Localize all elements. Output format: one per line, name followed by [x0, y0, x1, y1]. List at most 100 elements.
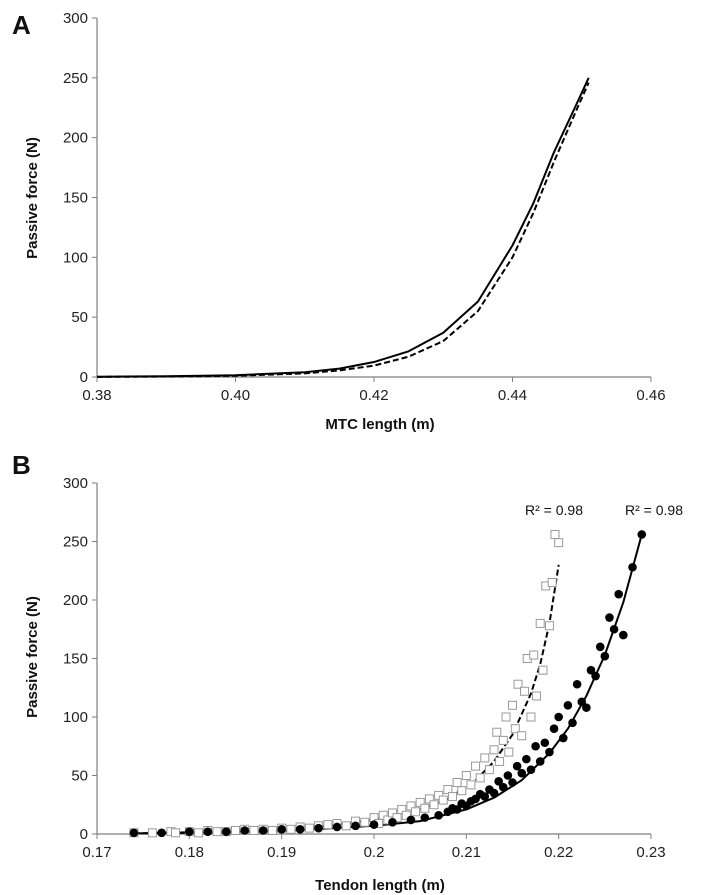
- open-square-point: [457, 786, 467, 796]
- open-square-point: [212, 827, 222, 837]
- filled-circle-point: [628, 562, 637, 572]
- y-tick-label: 250: [63, 70, 88, 87]
- open-square-point: [249, 825, 259, 835]
- filled-circle-point: [452, 805, 462, 814]
- filled-circle-point: [582, 703, 591, 712]
- filled-circle-point: [434, 810, 443, 820]
- open-square-point: [415, 797, 425, 807]
- open-square-point: [535, 618, 545, 628]
- filled-circle-point: [563, 701, 573, 710]
- x-tick-label: 0.22: [544, 844, 573, 861]
- filled-circle-point: [332, 822, 342, 832]
- filled-circle-point: [637, 530, 647, 539]
- filled-circle-point: [221, 827, 231, 836]
- x-tick-label: 0.18: [175, 844, 204, 861]
- y-tick-label: 100: [63, 249, 88, 266]
- x-tick-label: 0.23: [636, 844, 665, 861]
- open-square-point: [544, 621, 554, 631]
- x-tick-label: 0.40: [221, 387, 250, 404]
- y-tick-label: 250: [63, 534, 88, 551]
- open-square-point: [513, 679, 523, 689]
- open-square-point: [466, 780, 476, 790]
- filled-circle-point: [508, 778, 517, 787]
- filled-circle-point: [535, 757, 545, 766]
- open-square-point: [406, 801, 416, 811]
- r-squared-open-squares: R² = 0.98: [525, 502, 583, 518]
- panel-a-y-axis-title: Passive force (N): [24, 137, 41, 259]
- filled-circle-point: [494, 777, 503, 786]
- filled-circle-point: [351, 821, 360, 831]
- open-square-point: [267, 825, 277, 835]
- filled-circle-point: [489, 788, 499, 798]
- y-tick-label: 300: [63, 475, 88, 492]
- filled-circle-point: [277, 825, 286, 834]
- filled-circle-point: [549, 724, 559, 733]
- open-square-point: [452, 778, 462, 788]
- filled-circle-point: [619, 630, 628, 640]
- filled-circle-point: [531, 741, 540, 751]
- panel-b-tick-labels: 0 50 100 150 200 250 300 0.17 0.18 0.19 0.2 0.21 0.2…: [63, 475, 666, 861]
- filled-circle-point: [600, 651, 610, 661]
- filled-circle-point: [591, 671, 600, 681]
- open-square-point: [495, 756, 505, 766]
- x-tick-label: 0.17: [82, 844, 111, 861]
- filled-circle-point: [406, 815, 416, 825]
- open-square-point: [424, 794, 434, 804]
- open-square-point: [447, 792, 457, 802]
- open-square-point: [492, 727, 502, 737]
- open-square-point: [286, 824, 296, 834]
- open-square-point: [508, 700, 517, 710]
- open-square-point: [443, 785, 453, 795]
- open-square-point: [517, 731, 527, 741]
- filled-circle-point: [203, 827, 213, 836]
- open-square-point: [480, 753, 490, 763]
- y-tick-label: 0: [80, 369, 88, 386]
- filled-circle-point: [545, 747, 554, 757]
- open-square-point: [194, 828, 204, 838]
- dashed-series-line: [96, 82, 590, 378]
- panel-b-fit-curves: [133, 534, 643, 835]
- open-square-point: [538, 665, 548, 675]
- filled-circle-point: [258, 826, 268, 835]
- open-square-point: [434, 790, 444, 800]
- open-square-point: [554, 538, 564, 548]
- open-square-point: [461, 771, 471, 780]
- y-tick-label: 100: [63, 709, 88, 726]
- open-square-point: [547, 577, 557, 587]
- filled-circle-point: [420, 813, 430, 822]
- filled-circle-point: [240, 826, 250, 835]
- open-square-point: [526, 712, 536, 722]
- open-square-point: [501, 712, 511, 722]
- filled-circle-point: [522, 754, 531, 764]
- x-tick-label: 0.21: [452, 844, 481, 861]
- open-square-point: [504, 747, 514, 757]
- open-square-point: [378, 810, 388, 820]
- solid-fit-curve: [133, 534, 643, 835]
- panel-b-data-points: [129, 529, 647, 838]
- open-square-point: [392, 813, 402, 823]
- y-tick-label: 0: [80, 826, 88, 843]
- open-square-point: [401, 810, 411, 820]
- filled-circle-point: [185, 827, 194, 836]
- filled-circle-point: [498, 782, 508, 792]
- panel-a: A Passive force (N) MTC length (m) 0 50 10…: [12, 10, 666, 433]
- y-tick-label: 200: [63, 130, 88, 147]
- filled-circle-point: [129, 828, 139, 838]
- open-square-point: [489, 745, 499, 755]
- filled-circle-point: [568, 718, 577, 728]
- open-square-point: [387, 808, 397, 818]
- filled-circle-point: [540, 738, 550, 748]
- open-square-point: [438, 795, 448, 805]
- filled-circle-point: [157, 828, 166, 838]
- open-square-point: [170, 828, 180, 838]
- panel-a-label: A: [12, 10, 31, 40]
- filled-circle-point: [314, 823, 323, 833]
- open-square-point: [510, 724, 520, 734]
- x-tick-label: 0.2: [364, 844, 385, 861]
- filled-circle-point: [572, 679, 582, 689]
- open-square-point: [341, 821, 351, 831]
- filled-circle-point: [609, 624, 619, 634]
- filled-circle-point: [517, 768, 527, 778]
- open-square-point: [323, 820, 333, 830]
